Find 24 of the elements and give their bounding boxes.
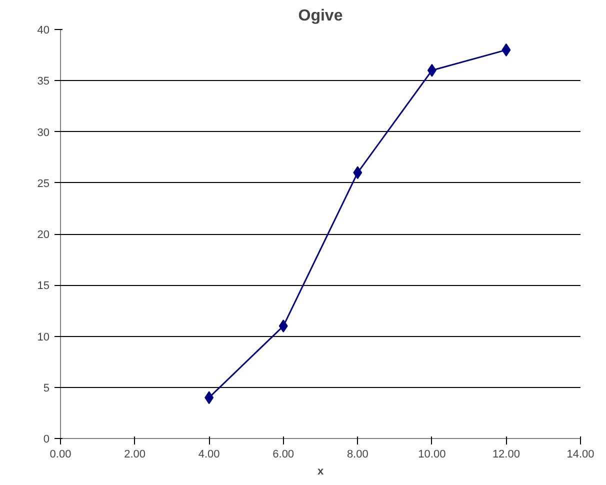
y-tick-label: 10 xyxy=(37,331,50,344)
x-tick-label: 4.00 xyxy=(198,448,220,460)
y-tick-label: 0 xyxy=(43,434,50,446)
point xyxy=(353,166,362,180)
y-tick-label: 15 xyxy=(37,280,50,292)
chart-title: Ogive xyxy=(298,8,343,24)
x-axis-title: x xyxy=(317,466,324,478)
y-tick-label: 5 xyxy=(43,382,50,394)
y-tick-label: 40 xyxy=(37,24,50,36)
point xyxy=(278,320,288,333)
y-tick-label: 30 xyxy=(37,126,50,139)
y-tick-label: 35 xyxy=(37,76,50,88)
x-tick-label: 6.00 xyxy=(272,448,294,460)
x-tick-label: 14.00 xyxy=(566,448,594,460)
point xyxy=(502,43,511,56)
x-tick-label: 0.00 xyxy=(50,448,72,460)
x-tick-label: 10.00 xyxy=(418,448,446,460)
y-tick-label: 25 xyxy=(37,178,50,190)
y-tick-label: 20 xyxy=(37,229,50,241)
x-tick-label: 8.00 xyxy=(346,448,368,460)
point xyxy=(427,64,436,77)
point xyxy=(204,391,214,404)
x-tick-label: 12.00 xyxy=(492,448,520,460)
x-tick-label: 2.00 xyxy=(124,448,146,460)
